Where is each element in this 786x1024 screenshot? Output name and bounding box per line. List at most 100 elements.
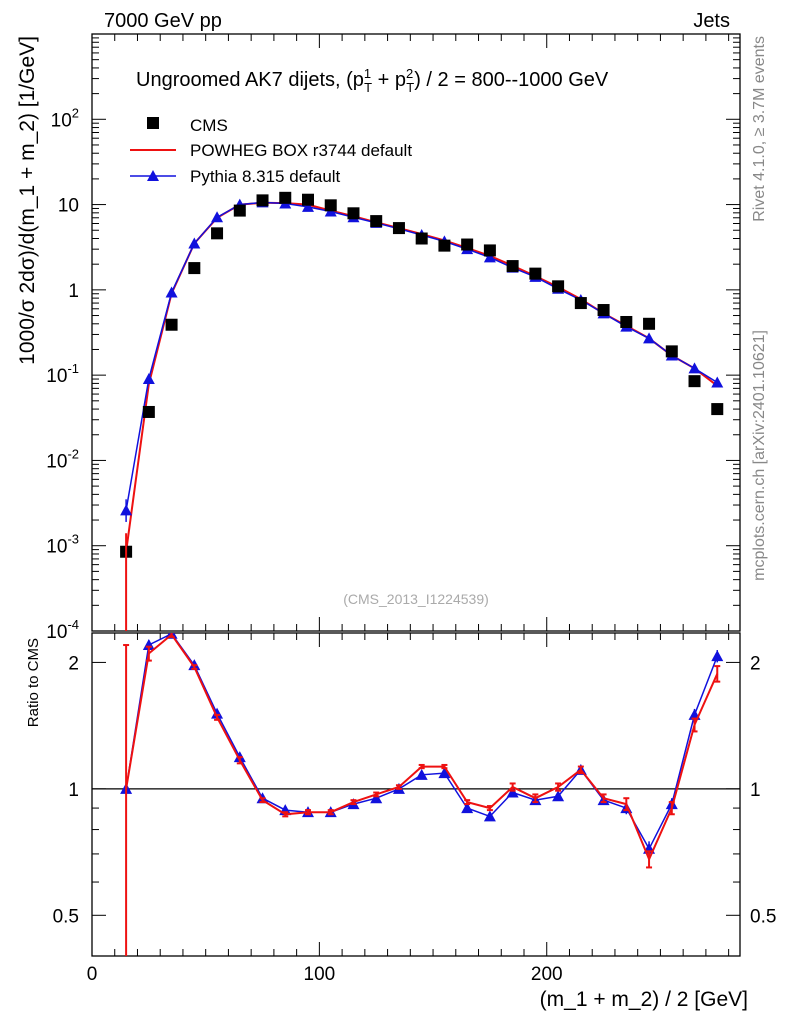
cms-point (233, 204, 246, 217)
cms-point (347, 207, 360, 220)
pythia-ratio-point (506, 786, 519, 798)
xtick-label-0: 0 (87, 964, 98, 985)
pythia-ratio-point (483, 810, 496, 822)
title-sup-1: 1 (364, 66, 371, 81)
ytick-exp: -1 (67, 361, 79, 376)
cms-point (483, 244, 496, 257)
powheg-line (125, 201, 718, 552)
ytick-label-1e2: 102 (51, 105, 79, 131)
xtick-labels: 0 100 200 (87, 964, 563, 985)
cms-point (415, 232, 428, 245)
legend-cms-label: CMS (190, 116, 228, 135)
cms-point (302, 193, 314, 206)
pythia-ratio-line (125, 633, 718, 851)
title-sup-2: 2 (406, 66, 413, 81)
pythia-ratio-point (211, 707, 224, 719)
main-y-axis-label: 1000/σ 2dσ)/d(m_1 + m_2) [1/GeV] (16, 36, 39, 365)
pythia-ratio-point (711, 650, 724, 662)
ytick-base: 10 (46, 451, 67, 472)
pythia-ratio-point (438, 767, 451, 779)
pythia-point (711, 376, 724, 388)
ytick-label-1e-2: 10-2 (46, 446, 79, 472)
ytick-base: 1 (68, 281, 79, 302)
cms-point (392, 222, 405, 235)
pythia-ratio-point (415, 768, 428, 780)
legend-cms-marker (147, 117, 159, 129)
legend-pythia-label: Pythia 8.315 default (190, 167, 341, 186)
cms-point (188, 262, 201, 275)
ytick-label-1e-4: 10-4 (46, 617, 79, 643)
mcplots-label: mcplots.cern.ch [arXiv:2401.10621] (751, 330, 768, 581)
ratio-y-axis-label: Ratio to CMS (25, 638, 42, 727)
ratio-ytick-label-1: 1 (68, 780, 79, 801)
ytick-exp: -4 (67, 617, 79, 632)
pythia-point (643, 332, 656, 344)
rivet-label: Rivet 4.1.0, ≥ 3.7M events (751, 36, 768, 222)
ratio-ytick-label-0.5: 0.5 (53, 906, 79, 927)
ratio-ytick-labels: 0.5 1 2 0.5 1 2 (53, 653, 777, 927)
ytick-exp: -2 (67, 446, 79, 461)
main-data-layer (120, 191, 724, 631)
chart-title: Ungroomed AK7 dijets, (p1 T + p2 T) / 2 = … (136, 66, 609, 95)
title-suffix: ) / 2 = 800--1000 GeV (414, 69, 609, 91)
main-axis-ticks (91, 34, 740, 632)
xtick-label-100: 100 (304, 964, 336, 985)
ytick-base: 10 (46, 537, 67, 558)
cms-point (438, 239, 451, 252)
title-sub-2: T (406, 80, 414, 95)
header-left: 7000 GeV pp (104, 10, 222, 32)
cms-point (461, 238, 474, 251)
ratio-ytick-label-2: 2 (68, 653, 79, 674)
legend-pythia-marker (147, 170, 159, 181)
cms-point (211, 227, 224, 240)
pythia-point (302, 200, 314, 212)
cms-point (256, 194, 269, 207)
cms-point (620, 315, 633, 328)
title-mid: + p (372, 69, 406, 91)
ratio-ytick-label-right-2: 2 (750, 653, 761, 674)
pythia-point (688, 362, 701, 374)
ratio-axis-ticks (91, 633, 740, 956)
title-sub-1: T (364, 80, 372, 95)
cms-point (529, 267, 542, 280)
ratio-data-layer (92, 633, 740, 956)
title-prefix: Ungroomed AK7 dijets, (p (136, 69, 364, 91)
cms-point (688, 375, 701, 388)
pythia-point (211, 211, 224, 223)
ratio-panel-frame (91, 632, 741, 957)
cms-point (506, 260, 519, 273)
ytick-exp: 2 (72, 105, 79, 120)
xtick-label-200: 200 (531, 964, 563, 985)
main-panel-frame (91, 33, 741, 632)
ytick-base: 10 (58, 196, 79, 217)
pythia-ratio-point (370, 792, 383, 804)
legend-powheg-label: POWHEG BOX r3744 default (190, 141, 412, 160)
cms-point (324, 199, 337, 212)
cms-point (597, 304, 610, 317)
pythia-ratio-point (552, 790, 565, 802)
ytick-exp: -3 (67, 532, 79, 547)
powheg-ratio-line (125, 633, 719, 862)
ytick-label-10: 10 (58, 196, 79, 217)
cms-point (165, 318, 178, 331)
cms-point (665, 345, 678, 358)
x-axis-label: (m_1 + m_2) / 2 [GeV] (540, 988, 748, 1011)
ytick-base: 10 (46, 366, 67, 387)
main-ytick-labels: 10-4 10-3 10-2 10-1 1 10 102 (46, 105, 79, 643)
pythia-ratio-point (461, 802, 474, 814)
cms-point (643, 317, 656, 330)
ratio-ytick-label-right-1: 1 (750, 780, 761, 801)
ytick-base: 10 (46, 622, 67, 643)
legend: CMS POWHEG BOX r3744 default Pythia 8.31… (130, 116, 412, 186)
analysis-watermark: (CMS_2013_I1224539) (343, 591, 489, 607)
cms-point (552, 280, 565, 293)
pythia-point (165, 286, 178, 298)
cms-point (279, 191, 292, 204)
ytick-label-1: 1 (68, 281, 79, 302)
cms-point (370, 215, 383, 228)
ratio-ytick-label-right-0.5: 0.5 (750, 906, 776, 927)
pythia-line (125, 201, 718, 511)
pythia-point (142, 373, 155, 385)
cms-point (711, 403, 724, 416)
